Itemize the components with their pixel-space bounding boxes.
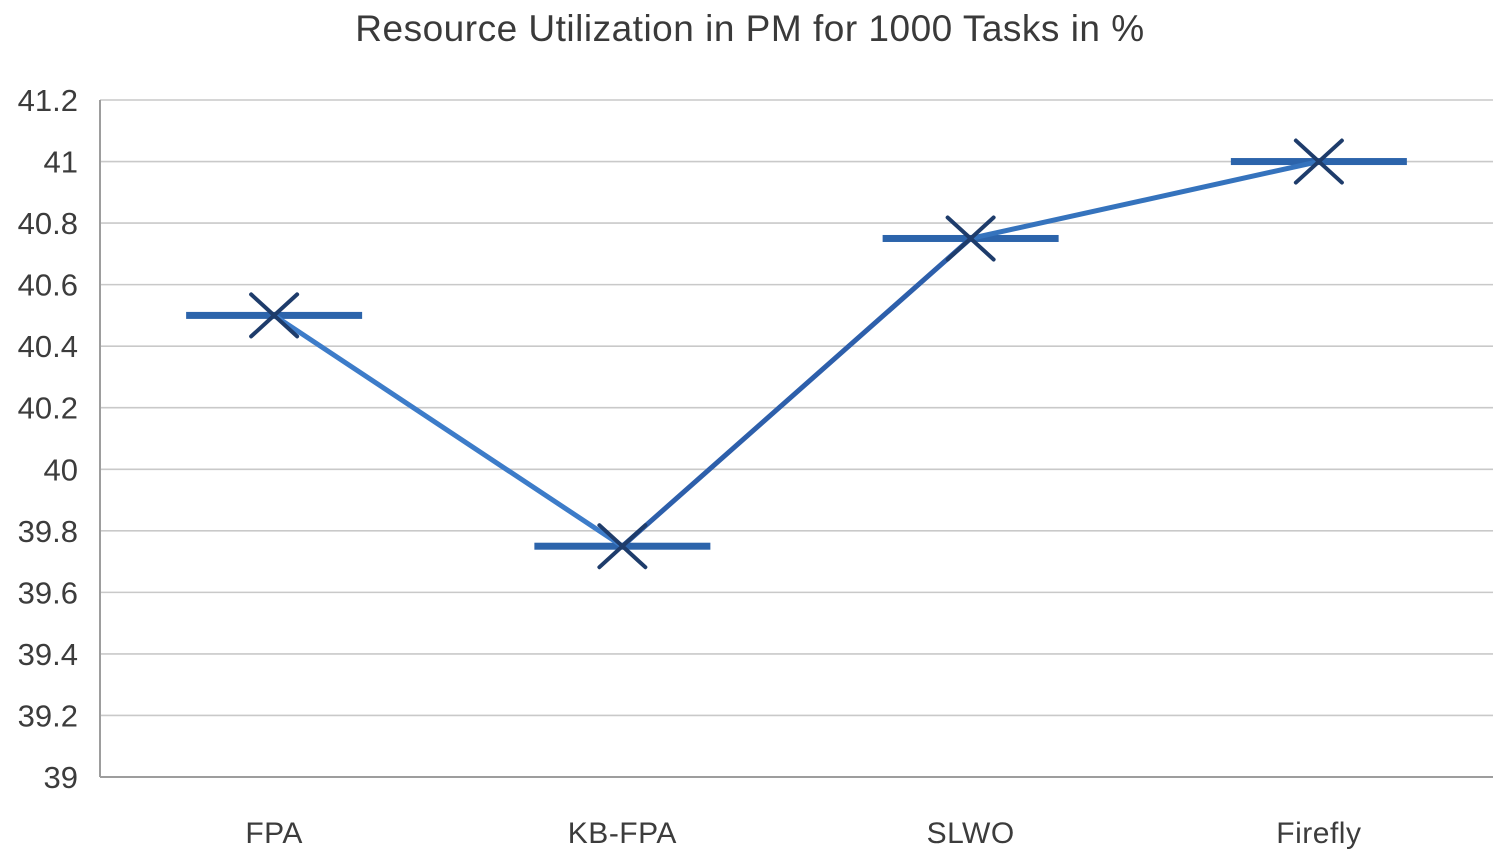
y-tick-label: 40.6 <box>18 268 78 303</box>
chart-title: Resource Utilization in PM for 1000 Task… <box>355 8 1145 49</box>
x-axis-label: FPA <box>245 817 303 850</box>
y-tick-label: 40 <box>44 452 78 487</box>
x-marker <box>249 292 300 339</box>
x-axis-label: Firefly <box>1276 817 1361 850</box>
y-tick-label: 40.4 <box>18 329 78 364</box>
x-axis-label: SLWO <box>927 817 1015 850</box>
y-tick-label: 39 <box>44 760 78 795</box>
x-axis-label: KB-FPA <box>568 817 677 850</box>
y-tick-label: 40.2 <box>18 391 78 426</box>
y-tick-label: 41.2 <box>18 83 78 118</box>
y-tick-label: 39.8 <box>18 514 78 549</box>
series-line-segment <box>619 235 974 549</box>
y-tick-label: 39.4 <box>18 637 78 672</box>
series-line-segment <box>271 312 625 549</box>
x-marker <box>597 523 648 570</box>
x-marker <box>1293 138 1344 185</box>
y-tick-label: 40.8 <box>18 206 78 241</box>
series-line-segment <box>968 159 1322 241</box>
y-tick-label: 41 <box>44 145 78 180</box>
y-tick-label: 39.6 <box>18 575 78 610</box>
x-marker <box>945 215 996 262</box>
y-tick-label: 39.2 <box>18 698 78 733</box>
